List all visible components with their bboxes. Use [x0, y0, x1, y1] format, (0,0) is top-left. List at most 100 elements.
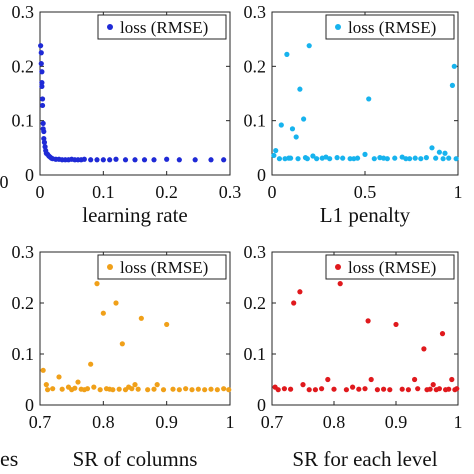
y-tick-label: 0.3	[244, 242, 267, 262]
data-point	[94, 281, 100, 287]
x-tick-label: 0	[36, 182, 45, 202]
data-point	[208, 157, 214, 163]
data-point	[442, 150, 448, 156]
data-point	[289, 126, 296, 132]
x-tick-label: 0.2	[155, 182, 178, 202]
data-point	[151, 386, 157, 392]
y-tick-label: 0.1	[244, 344, 267, 364]
plot-frame	[271, 251, 459, 406]
x-axis-label: SR for each level	[292, 447, 437, 471]
y-tick-label: 0	[25, 395, 34, 415]
legend-box	[97, 254, 227, 280]
data-point	[446, 155, 452, 161]
y-tick-label: 0.3	[244, 2, 267, 22]
x-tick-label: 1	[226, 412, 235, 432]
legend-marker	[335, 24, 341, 30]
x-axis-label: SR of columns	[73, 447, 198, 471]
y-tick-label: 0	[257, 395, 266, 415]
data-point	[129, 386, 135, 392]
data-point	[288, 386, 294, 392]
data-point	[403, 156, 409, 162]
data-point	[312, 387, 318, 393]
data-point	[141, 157, 148, 163]
data-point	[132, 382, 138, 388]
data-point	[350, 384, 356, 390]
data-point	[50, 386, 56, 392]
data-point	[84, 386, 91, 392]
data-point	[45, 387, 51, 393]
data-point	[314, 156, 320, 162]
x-tick-label: 0.3	[219, 182, 242, 202]
data-point	[91, 384, 97, 390]
y-tick-label: 0.3	[12, 2, 35, 22]
data-point	[39, 69, 45, 75]
data-point	[132, 157, 138, 163]
chart-panel-3: 0 0.1 0.2 0.3 0.7 0.8 0.9 1 SR of columns loss (R…	[12, 242, 235, 471]
data-point	[306, 387, 312, 393]
data-point	[347, 156, 353, 162]
legend-label: loss (RMSE)	[120, 258, 208, 277]
data-point	[164, 321, 170, 328]
data-point	[39, 83, 45, 90]
cropped-left-tick-label: 0	[0, 172, 9, 192]
x-tick-label: 1	[454, 412, 463, 432]
y-tick-label: 0	[25, 165, 34, 185]
data-point	[271, 152, 277, 159]
x-tick-label: 1	[454, 182, 463, 202]
y-tick-label: 0.1	[244, 111, 267, 131]
data-point	[170, 386, 176, 392]
data-point	[293, 134, 299, 140]
data-point	[39, 96, 46, 102]
data-point	[154, 382, 160, 388]
data-point	[119, 341, 125, 347]
data-point	[440, 156, 446, 162]
data-point	[351, 156, 357, 162]
data-point	[145, 387, 151, 393]
data-point	[275, 387, 281, 393]
data-point	[297, 289, 303, 295]
data-point	[368, 376, 374, 383]
x-axis-label: learning rate	[82, 203, 188, 227]
data-point	[75, 379, 81, 385]
data-point	[138, 315, 144, 321]
x-tick-label: 0.8	[92, 412, 115, 432]
data-point	[423, 155, 429, 161]
data-point	[365, 318, 371, 324]
data-point	[38, 61, 44, 67]
data-point	[362, 151, 368, 157]
data-point	[43, 382, 49, 388]
data-point	[453, 156, 459, 162]
chart-panel-1: 0 0.1 0.2 0.3 0 0.1 0.2 0.3 learning rate loss (R…	[12, 2, 242, 227]
data-point	[449, 376, 455, 383]
x-axis-label: L1 penalty	[320, 203, 411, 227]
data-point	[421, 346, 427, 352]
data-point	[427, 386, 433, 392]
data-point	[337, 281, 343, 287]
data-point	[276, 156, 283, 162]
data-point	[295, 156, 301, 162]
x-tick-label: 0.5	[354, 182, 377, 202]
y-tick-label: 0.3	[12, 242, 35, 262]
data-point	[40, 120, 46, 126]
data-point	[284, 51, 290, 57]
data-point	[122, 157, 129, 163]
legend-marker	[107, 264, 113, 270]
data-point	[297, 86, 303, 92]
data-point	[208, 386, 214, 392]
data-point	[381, 386, 387, 392]
data-point	[88, 361, 94, 367]
data-point	[39, 102, 46, 109]
data-point	[446, 386, 452, 392]
data-point	[107, 157, 113, 163]
data-point	[39, 80, 45, 86]
data-point	[429, 145, 435, 151]
data-point	[451, 63, 457, 69]
data-point	[135, 386, 141, 392]
y-tick-label: 0.2	[12, 56, 35, 76]
data-point	[393, 321, 399, 328]
legend-label: loss (RMSE)	[348, 18, 436, 37]
data-point	[399, 386, 405, 392]
data-point	[334, 155, 340, 161]
data-point	[300, 382, 306, 388]
data-point	[433, 155, 439, 161]
